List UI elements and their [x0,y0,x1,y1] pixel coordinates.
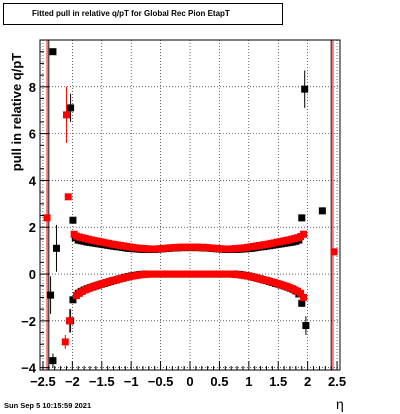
x-tick-label: 2.5 [328,374,346,389]
data-point [69,216,77,224]
data-point [69,296,77,304]
data-point [298,214,306,222]
data-point [330,248,338,256]
y-tick-label: 6 [29,127,36,142]
x-tick-label: 0.5 [210,374,228,389]
data-series [43,48,338,368]
data-point [47,291,55,299]
x-tick-label: −0.5 [148,374,174,389]
x-tick-label: −1 [124,374,139,389]
data-point [301,85,309,93]
y-tick-label: 8 [29,80,36,95]
data-point [64,193,72,201]
x-tick-label: 2 [304,374,311,389]
y-tick-label: 4 [29,173,37,188]
x-tick-label: −2.5 [30,374,56,389]
x-tick-label: −1.5 [89,374,115,389]
x-tick-label: −2 [65,374,80,389]
data-point [43,214,51,222]
y-tick-label: −4 [21,361,37,376]
x-tick-label: 0 [186,374,193,389]
data-point [302,322,310,330]
data-point [49,48,57,56]
data-point [49,357,57,365]
chart-title: Fitted pull in relative q/pT for Global … [3,3,283,25]
timestamp: Sun Sep 5 10:15:59 2021 [4,401,92,410]
data-point [61,338,69,346]
data-point [318,207,326,215]
data-point [184,243,192,251]
series-0 [47,48,326,368]
data-point [184,270,192,278]
y-tick-label: 0 [29,267,36,282]
x-tick-label: 1.5 [269,374,287,389]
y-axis-label: pull in relative q/pT [9,53,24,172]
data-point [65,317,73,325]
data-point [62,111,70,119]
data-point [300,293,308,301]
x-tick-label: 1 [245,374,252,389]
grid-lines [40,40,340,370]
y-tick-label: −2 [21,314,36,329]
data-point [67,104,75,112]
data-point [298,299,306,307]
data-point [297,289,305,297]
x-axis-label: η [336,396,344,412]
y-tick-label: 2 [29,220,36,235]
data-point [52,244,60,252]
series-1 [43,86,338,349]
data-point [300,230,308,238]
axes: −2.5 −2 −1.5 −1 −0.5 0 0.5 1 1.5 2 2.5 −4 −2 0 2 4 6 8 [21,51,346,389]
